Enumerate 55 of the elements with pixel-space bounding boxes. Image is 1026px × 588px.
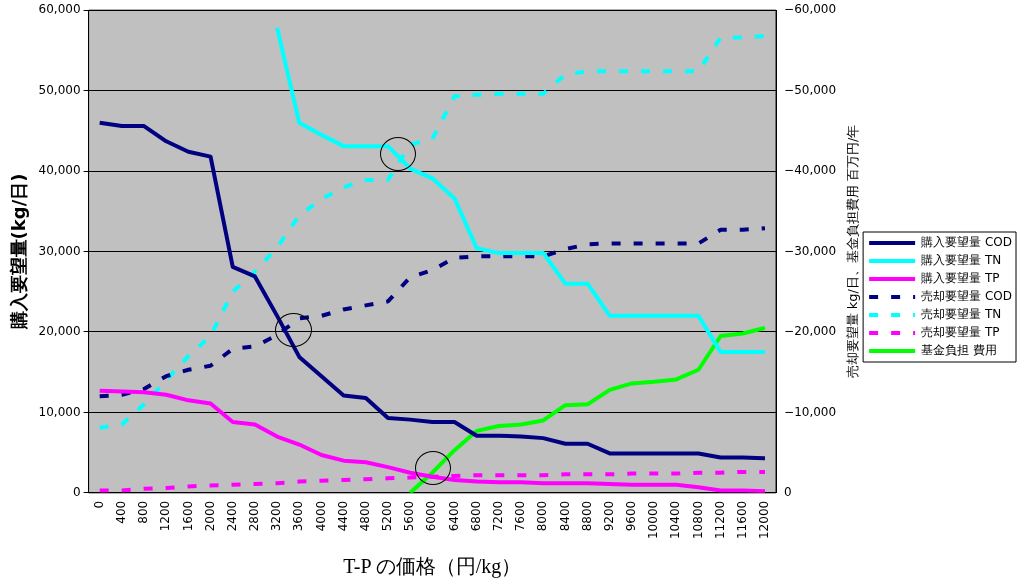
y-tick-label: 30,000 [38,243,81,258]
y-tick-label: 40,000 [38,163,81,178]
y2-tick-label: −40,000 [784,163,837,178]
y-axis-title: 購入要望量(kg/日) [8,173,30,331]
x-tick-label: 4400 [335,500,350,532]
x-tick-label: 10800 [690,500,705,540]
y-tick-label: 60,000 [38,2,81,17]
legend-label: 購入要望量 TP [921,271,1000,286]
x-tick-label: 4000 [313,500,328,532]
x-tick-label: 7600 [513,500,528,532]
y-tick-label: 20,000 [38,324,81,339]
x-tick-label: 9200 [601,500,616,532]
y-tick-label: 50,000 [38,82,81,97]
legend-label: 購入要望量 TN [921,253,1002,268]
y-tick-label: 0 [72,484,81,499]
x-tick-label: 8400 [557,500,572,532]
y2-tick-label: −20,000 [784,324,837,339]
x-tick-label: 3600 [291,500,306,532]
x-tick-label: 400 [113,500,128,524]
x-tick-label: 9600 [624,500,639,532]
y2-tick-label: −10,000 [784,404,837,419]
x-tick-label: 7200 [490,500,505,532]
legend-label: 基金負担 費用 [921,343,997,358]
legend-label: 売却要望量 TN [921,307,1002,322]
y2-axis-title: 売却要望量 kg/日、基金負担費用 百万円/年 [845,124,861,379]
x-tick-label: 11600 [734,500,749,540]
x-tick-label: 1200 [158,500,173,532]
y2-tick-label: −30,000 [784,243,837,258]
x-tick-label: 2400 [224,500,239,532]
x-tick-label: 10000 [646,500,661,540]
x-tick-label: 4800 [357,500,372,532]
x-tick-label: 800 [136,500,151,524]
legend-label: 購入要望量 COD [921,235,1013,250]
x-tick-label: 8800 [579,500,594,532]
x-tick-label: 2000 [202,500,217,532]
x-axis-title: T-P の価格（円/kg） [343,555,522,579]
x-tick-label: 3200 [269,500,284,532]
x-tick-label: 0 [91,500,106,509]
x-tick-label: 6800 [468,500,483,532]
legend-label: 売却要望量 COD [921,289,1013,304]
y2-tick-label: −50,000 [784,82,837,97]
legend-label: 売却要望量 TP [921,325,1000,340]
x-tick-label: 12000 [757,500,772,540]
x-tick-label: 2800 [247,500,262,532]
x-tick-label: 11200 [712,500,727,540]
x-tick-label: 5200 [380,500,395,532]
x-tick-label: 5600 [402,500,417,532]
x-tick-label: 10400 [668,500,683,540]
x-tick-label: 6400 [446,500,461,532]
x-tick-label: 6000 [424,500,439,532]
y2-tick-label: 0 [784,484,792,499]
y-tick-label: 10,000 [38,404,81,419]
x-tick-label: 1600 [180,500,195,532]
y2-tick-label: −60,000 [784,2,837,17]
x-tick-label: 8000 [535,500,550,532]
